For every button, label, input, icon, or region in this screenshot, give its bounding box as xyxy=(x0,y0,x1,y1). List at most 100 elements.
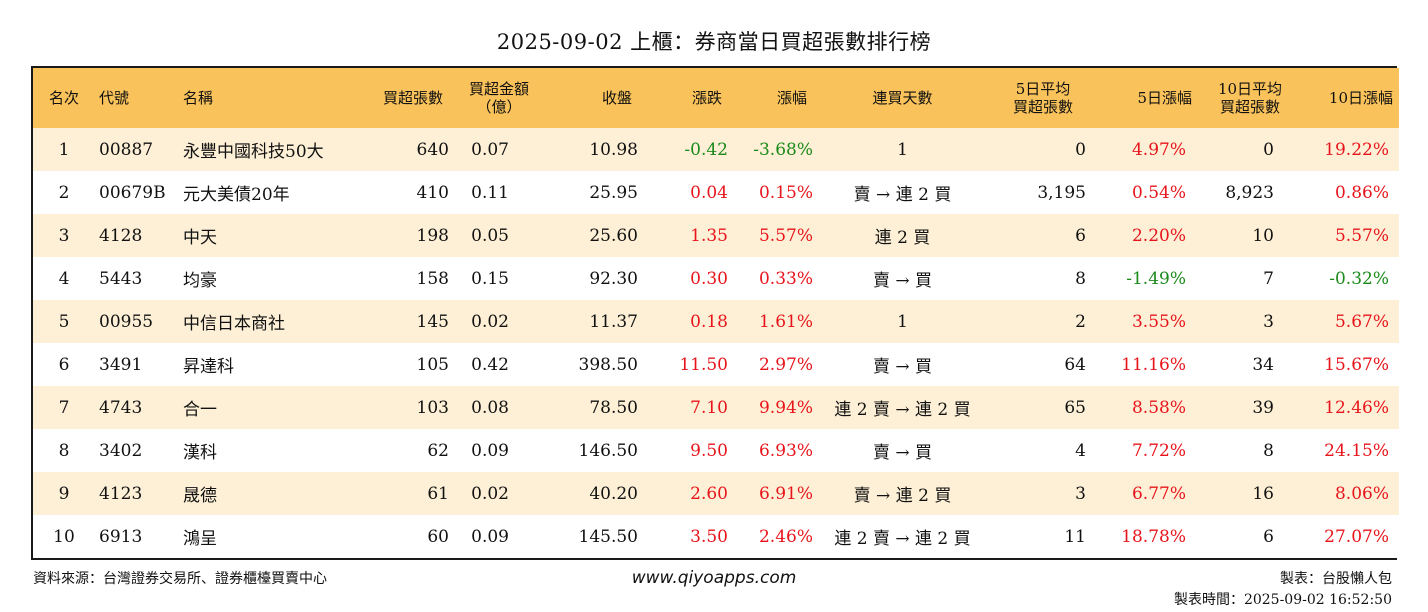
cell-change: -0.42 xyxy=(684,139,728,160)
cell-rank: 5 xyxy=(58,311,70,332)
cell-rank: 6 xyxy=(58,354,70,375)
cell-change: 1.35 xyxy=(690,225,728,246)
cell-rank: 7 xyxy=(58,397,70,418)
cell-rank: 9 xyxy=(58,483,70,504)
cell-net-buy-amount: 0.05 xyxy=(471,225,509,246)
cell-net-buy-lots: 198 xyxy=(416,225,449,246)
cell-close: 92.30 xyxy=(589,268,638,289)
cell-net-buy-lots: 158 xyxy=(416,268,449,289)
cell-net-buy-amount: 0.11 xyxy=(471,182,509,203)
cell-code: 4123 xyxy=(99,483,143,504)
cell-code: 3491 xyxy=(99,354,143,375)
cell-pct5: 6.77% xyxy=(1131,483,1186,504)
cell-name: 昇達科 xyxy=(183,357,234,377)
cell-streak: 賣 → 買 xyxy=(872,357,933,377)
cell-streak: 連 2 買 xyxy=(874,228,931,248)
data-source: 資料來源：台灣證券交易所、證券櫃檯買賣中心 xyxy=(33,571,327,587)
cell-rank: 1 xyxy=(58,139,70,160)
cell-net-buy-lots: 62 xyxy=(427,440,449,461)
cell-net-buy-amount: 0.09 xyxy=(471,440,509,461)
cell-net-buy-amount: 0.15 xyxy=(471,268,509,289)
cell-change: 2.60 xyxy=(690,483,728,504)
cell-avg5: 11 xyxy=(1064,526,1086,547)
cell-pct: 5.57% xyxy=(758,225,813,246)
cell-avg5: 3,195 xyxy=(1037,182,1086,203)
cell-change: 11.50 xyxy=(679,354,728,375)
cell-code: 6913 xyxy=(99,526,143,547)
cell-net-buy-lots: 60 xyxy=(427,526,449,547)
header-pct10: 10日漲幅 xyxy=(1328,89,1393,107)
website-link[interactable]: www.qiyoapps.com xyxy=(631,568,797,588)
cell-change: 7.10 xyxy=(690,397,728,418)
cell-pct10: 19.22% xyxy=(1324,139,1389,160)
cell-name: 晟德 xyxy=(183,486,217,506)
cell-streak: 賣 → 買 xyxy=(872,443,933,463)
cell-pct: 0.15% xyxy=(758,182,813,203)
cell-pct: 2.97% xyxy=(758,354,813,375)
cell-close: 146.50 xyxy=(578,440,638,461)
cell-avg5: 6 xyxy=(1075,225,1086,246)
cell-net-buy-lots: 105 xyxy=(416,354,449,375)
table-row: 8 3402 漢科 62 0.09 146.50 9.50 6.93% 賣 → 買 4 7.72% 8… xyxy=(33,429,1399,472)
cell-pct: 1.61% xyxy=(758,311,813,332)
cell-close: 25.95 xyxy=(589,182,638,203)
cell-change: 0.30 xyxy=(690,268,728,289)
cell-name: 中信日本商社 xyxy=(183,314,285,334)
cell-code: 00887 xyxy=(99,139,154,160)
cell-name: 合一 xyxy=(183,400,217,420)
cell-net-buy-amount: 0.09 xyxy=(471,526,509,547)
cell-close: 25.60 xyxy=(589,225,638,246)
table-row: 1 00887 永豐中國科技50大 640 0.07 10.98 -0.42 -3.68% 1 0… xyxy=(33,128,1399,171)
header-name: 名稱 xyxy=(183,89,214,107)
cell-pct: 0.33% xyxy=(758,268,813,289)
cell-avg10: 8 xyxy=(1263,440,1274,461)
cell-pct10: 8.06% xyxy=(1334,483,1389,504)
header-avg5-line2: 買超張數 xyxy=(1012,98,1073,116)
table-row: 6 3491 昇達科 105 0.42 398.50 11.50 2.97% 賣 → 買 64 11… xyxy=(33,343,1399,386)
cell-net-buy-lots: 640 xyxy=(416,139,449,160)
cell-avg5: 4 xyxy=(1075,440,1086,461)
cell-rank: 10 xyxy=(53,526,75,547)
cell-close: 40.20 xyxy=(589,483,638,504)
cell-avg10: 3 xyxy=(1263,311,1274,332)
cell-rank: 2 xyxy=(58,182,70,203)
cell-net-buy-lots: 61 xyxy=(427,483,449,504)
cell-avg10: 34 xyxy=(1252,354,1274,375)
cell-close: 11.37 xyxy=(589,311,638,332)
page-title: 2025-09-02 上櫃：券商當日買超張數排行榜 xyxy=(496,30,932,54)
cell-name: 中天 xyxy=(183,228,217,248)
cell-net-buy-amount: 0.08 xyxy=(471,397,509,418)
cell-pct10: 0.86% xyxy=(1334,182,1389,203)
cell-pct10: 12.46% xyxy=(1324,397,1389,418)
cell-streak: 賣 → 買 xyxy=(872,271,933,291)
cell-pct: 9.94% xyxy=(758,397,813,418)
header-avg10: 10日平均 買超張數 xyxy=(1198,68,1302,128)
header-streak: 連買天數 xyxy=(872,89,933,107)
cell-pct5: 18.78% xyxy=(1121,526,1186,547)
cell-close: 398.50 xyxy=(578,354,638,375)
cell-pct5: 8.58% xyxy=(1131,397,1186,418)
header-avg5: 5日平均 買超張數 xyxy=(992,68,1100,128)
table-row: 5 00955 中信日本商社 145 0.02 11.37 0.18 1.61% 1 2 3.55%… xyxy=(33,300,1399,343)
cell-avg10: 8,923 xyxy=(1225,182,1274,203)
cell-code: 5443 xyxy=(99,268,143,289)
cell-code: 3402 xyxy=(99,440,143,461)
cell-streak: 連 2 賣 → 連 2 買 xyxy=(834,529,971,549)
cell-pct: 6.93% xyxy=(758,440,813,461)
cell-pct10: 15.67% xyxy=(1324,354,1389,375)
maker-label: 製表：台股懶人包 xyxy=(1280,571,1392,587)
header-net-buy-amount-line1: 買超金額 xyxy=(468,80,529,98)
cell-close: 10.98 xyxy=(589,139,638,160)
cell-rank: 3 xyxy=(58,225,70,246)
cell-pct5: 7.72% xyxy=(1131,440,1186,461)
cell-pct5: -1.49% xyxy=(1126,268,1186,289)
cell-streak: 1 xyxy=(897,311,908,332)
cell-net-buy-lots: 103 xyxy=(416,397,449,418)
cell-pct5: 0.54% xyxy=(1131,182,1186,203)
cell-rank: 4 xyxy=(58,268,70,289)
header-rank: 名次 xyxy=(48,89,79,107)
cell-net-buy-amount: 0.42 xyxy=(471,354,509,375)
cell-pct5: 3.55% xyxy=(1131,311,1186,332)
cell-pct5: 2.20% xyxy=(1131,225,1186,246)
cell-pct10: 24.15% xyxy=(1324,440,1389,461)
